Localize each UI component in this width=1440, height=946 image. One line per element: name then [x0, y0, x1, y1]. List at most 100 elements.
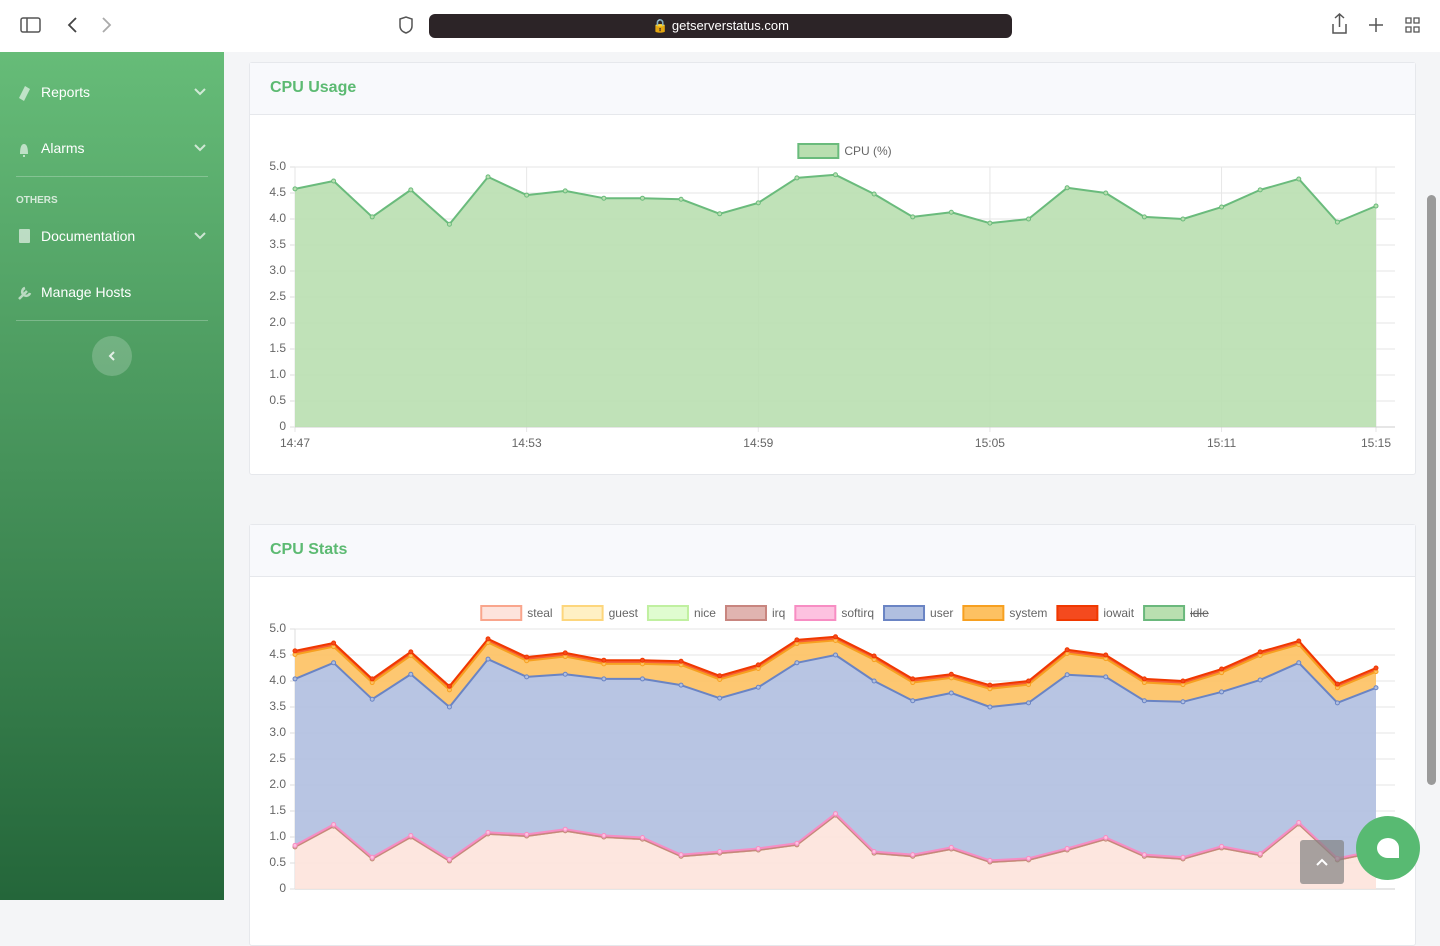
data-point: [331, 640, 337, 646]
data-point: [562, 671, 568, 677]
y-tick-label: 2.0: [269, 777, 286, 791]
data-point: [948, 209, 954, 215]
data-point: [639, 657, 645, 663]
data-point: [1334, 219, 1340, 225]
sidebar-toggle[interactable]: [20, 17, 41, 33]
x-tick-label: 15:05: [975, 436, 1005, 450]
data-point: [639, 835, 645, 841]
data-point: [910, 214, 916, 220]
data-point: [987, 682, 993, 688]
data-point: [1103, 835, 1109, 841]
manage-hosts-icon: [18, 286, 32, 300]
chat-button[interactable]: [1356, 816, 1420, 880]
data-point: [1373, 685, 1379, 691]
up-arrow: [1316, 858, 1328, 866]
data-point: [1103, 190, 1109, 196]
data-point: [1219, 666, 1225, 672]
y-tick-label: 1.0: [269, 367, 286, 381]
divider: [16, 176, 208, 177]
x-tick-label: 15:15: [1361, 436, 1391, 450]
data-point: [755, 845, 761, 851]
y-tick-label: 3.0: [269, 725, 286, 739]
y-tick-label: 3.0: [269, 263, 286, 277]
y-tick-label: 1.0: [269, 829, 286, 843]
x-tick-label: 14:59: [743, 436, 773, 450]
data-point: [717, 673, 723, 679]
data-point: [292, 186, 298, 192]
data-point: [485, 656, 491, 662]
data-point: [446, 683, 452, 689]
tabs-button[interactable]: [1405, 17, 1420, 33]
browser-toolbar: 🔒 getserverstatus.com: [0, 0, 1440, 52]
back-button[interactable]: [67, 17, 77, 33]
legend-label: iowait: [1103, 606, 1134, 620]
y-tick-label: 2.5: [269, 289, 286, 303]
y-tick-label: 4.5: [269, 185, 286, 199]
data-point: [755, 684, 761, 690]
data-point: [1257, 649, 1263, 655]
data-point: [987, 857, 993, 863]
data-point: [794, 637, 800, 643]
forward-button[interactable]: [102, 17, 112, 33]
data-point: [1026, 700, 1032, 706]
data-point: [446, 856, 452, 862]
data-point: [1219, 689, 1225, 695]
data-point: [871, 849, 877, 855]
legend-swatch: [1056, 605, 1099, 621]
divider: [16, 320, 208, 321]
data-point: [1103, 652, 1109, 658]
y-tick-label: 4.0: [269, 673, 286, 687]
x-tick-label: 15:11: [1207, 436, 1236, 450]
scrollbar[interactable]: [1427, 195, 1436, 785]
data-point: [1257, 851, 1263, 857]
data-point: [524, 674, 530, 680]
y-tick-label: 5.0: [269, 621, 286, 635]
nav-manage-hosts[interactable]: Manage Hosts: [41, 284, 132, 300]
y-tick-label: 1.5: [269, 803, 286, 817]
data-point: [446, 221, 452, 227]
data-point: [1334, 700, 1340, 706]
collapse-arrow: [108, 351, 115, 361]
legend-swatch: [561, 605, 604, 621]
data-point: [717, 695, 723, 701]
legend-swatch: [1143, 605, 1186, 621]
data-point: [601, 832, 607, 838]
legend-label: nice: [694, 606, 716, 620]
legend-swatch: [794, 605, 837, 621]
data-point: [524, 831, 530, 837]
privacy-icon[interactable]: [399, 16, 413, 34]
documentation-icon: [19, 229, 30, 243]
legend-swatch: [883, 605, 926, 621]
data-point: [292, 842, 298, 848]
legend-label: idle: [1190, 606, 1209, 620]
nav-documentation[interactable]: Documentation: [41, 228, 136, 244]
scroll-to-top[interactable]: [1300, 840, 1344, 884]
y-tick-label: 5.0: [269, 159, 286, 173]
y-tick-label: 2.5: [269, 751, 286, 765]
legend-label: user: [930, 606, 953, 620]
nav-alarms[interactable]: Alarms: [41, 140, 85, 156]
legend-swatch: [724, 605, 767, 621]
data-point: [1141, 852, 1147, 858]
collapse-button[interactable]: [92, 336, 132, 376]
data-point: [755, 662, 761, 668]
legend: CPU (%): [797, 143, 892, 159]
data-point: [1180, 678, 1186, 684]
data-point: [1064, 185, 1070, 191]
data-point: [1296, 638, 1302, 644]
share-button[interactable]: [1332, 12, 1347, 34]
data-point: [408, 671, 414, 677]
y-tick-label: 1.5: [269, 341, 286, 355]
legend-label: system: [1009, 606, 1047, 620]
y-tick-label: 0: [279, 881, 286, 895]
new-tab-button[interactable]: [1369, 18, 1383, 32]
data-point: [639, 195, 645, 201]
address-bar[interactable]: 🔒 getserverstatus.com: [429, 14, 1012, 38]
sidebar: Reports Alarms OTHERS Documentation Mana…: [0, 52, 224, 900]
data-point: [562, 188, 568, 194]
data-point: [678, 196, 684, 202]
y-tick-label: 0: [279, 419, 286, 433]
toolbar-icons: [20, 12, 1420, 34]
nav-reports[interactable]: Reports: [41, 84, 91, 100]
